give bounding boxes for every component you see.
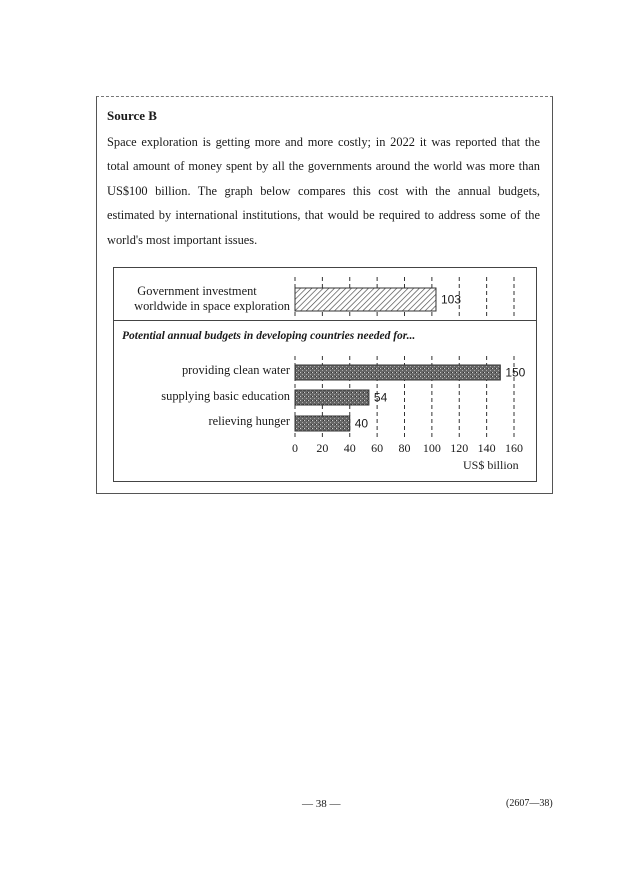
- x-tick-label: 160: [505, 441, 523, 455]
- chart-subheading: Potential annual budgets in developing c…: [122, 330, 416, 342]
- bar-government-space: [294, 287, 437, 312]
- bar-basic-education: [294, 389, 370, 406]
- x-tick-label: 80: [399, 441, 411, 455]
- category-label-gov-line2: worldwide in space exploration: [134, 299, 290, 313]
- data-label: 54: [374, 391, 388, 405]
- x-tick-label: 100: [423, 441, 441, 455]
- x-tick-label: 140: [478, 441, 496, 455]
- x-tick-label: 60: [371, 441, 383, 455]
- bar-clean-water: [294, 364, 501, 381]
- chart-frame: [113, 267, 537, 482]
- x-tick-label: 40: [344, 441, 356, 455]
- source-paragraph: Space exploration is getting more and mo…: [107, 135, 540, 247]
- category-label-hunger: relieving hunger: [208, 414, 290, 428]
- x-tick-label: 0: [292, 441, 298, 455]
- x-axis-label: US$ billion: [463, 458, 519, 472]
- x-tick-label: 120: [450, 441, 468, 455]
- data-label: 150: [505, 366, 525, 380]
- source-box: [96, 96, 553, 494]
- source-title: Source B: [107, 108, 157, 123]
- category-label-gov-line1: Government investment: [137, 284, 257, 298]
- chart-divider: [113, 320, 537, 321]
- category-label-water: providing clean water: [181, 363, 290, 377]
- page-number: — 38 —: [302, 798, 341, 810]
- data-label: 103: [441, 293, 461, 307]
- x-tick-label: 20: [316, 441, 328, 455]
- category-label-education: supplying basic education: [161, 389, 290, 403]
- page-code: (2607—38): [506, 798, 553, 809]
- bar-relieving-hunger: [294, 415, 351, 432]
- data-label: 40: [355, 417, 369, 431]
